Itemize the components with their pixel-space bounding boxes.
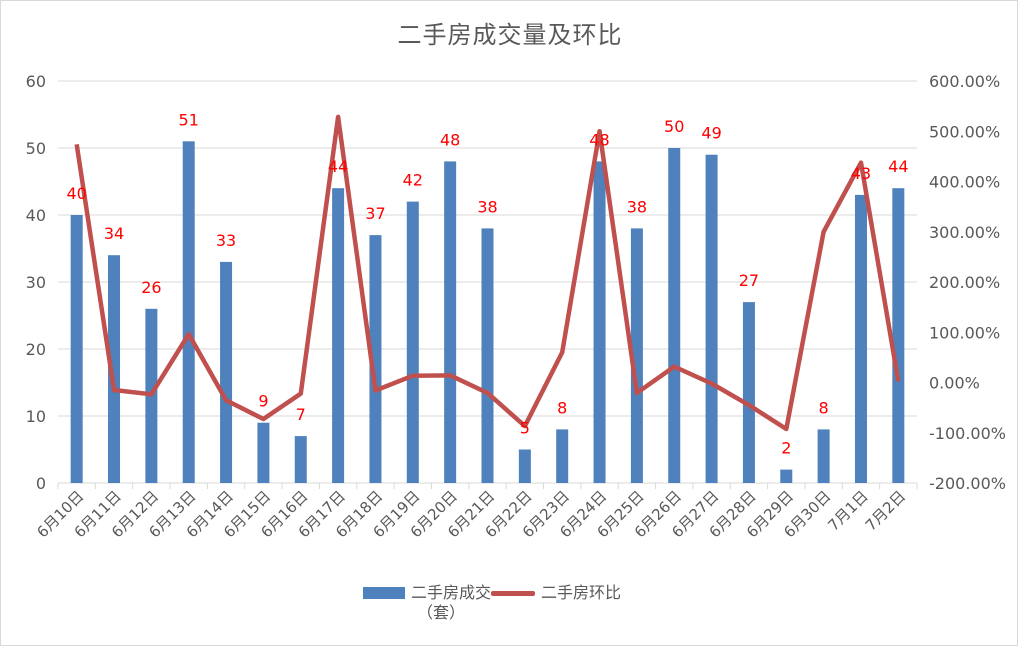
bar-data-label: 33 xyxy=(216,231,236,250)
bar-data-label: 27 xyxy=(739,271,759,290)
right-axis-tick: 0.00% xyxy=(929,374,980,393)
bar[interactable] xyxy=(854,194,867,483)
bar[interactable] xyxy=(742,302,755,483)
left-axis-tick: 20 xyxy=(26,340,46,359)
bar-data-label: 38 xyxy=(477,197,497,216)
bar[interactable] xyxy=(892,188,905,483)
legend-item-line[interactable]: 二手房环比 xyxy=(491,583,621,603)
bar-data-label: 34 xyxy=(104,224,124,243)
bar[interactable] xyxy=(593,161,606,483)
bar-data-label: 40 xyxy=(66,184,86,203)
bar-data-label: 44 xyxy=(328,157,348,176)
bar[interactable] xyxy=(518,449,531,484)
right-axis-tick: 600.00% xyxy=(929,72,1000,91)
bar[interactable] xyxy=(332,188,345,483)
right-axis-tick: -100.00% xyxy=(929,424,1006,443)
bar-data-label: 44 xyxy=(888,157,908,176)
right-axis-tick: 200.00% xyxy=(929,273,1000,292)
bar[interactable] xyxy=(257,422,270,483)
right-axis-tick: -200.00% xyxy=(929,474,1006,493)
legend-item-bar[interactable]: 二手房成交 （套） xyxy=(363,583,491,623)
bar-data-label: 48 xyxy=(589,130,609,149)
legend-bar-sublabel: （套） xyxy=(417,603,466,622)
left-axis-tick: 40 xyxy=(26,206,46,225)
chart-title: 二手房成交量及环比 xyxy=(397,21,623,49)
legend-bar-swatch-icon xyxy=(363,587,405,599)
bar-data-label: 8 xyxy=(557,398,567,417)
bar[interactable] xyxy=(70,215,83,483)
bar[interactable] xyxy=(294,436,307,483)
bar-data-label: 2 xyxy=(781,439,791,458)
bar-data-label: 49 xyxy=(701,124,721,143)
legend: 二手房成交 （套） 二手房环比 xyxy=(363,583,621,623)
bar-data-label: 7 xyxy=(296,405,306,424)
ratio-line[interactable] xyxy=(74,114,901,432)
left-axis-tick: 50 xyxy=(26,139,46,158)
bar[interactable] xyxy=(817,429,830,483)
bar-data-label: 9 xyxy=(258,392,268,411)
bar-data-label: 5 xyxy=(520,419,530,438)
bar[interactable] xyxy=(220,261,233,483)
x-axis-label: 7月1日 xyxy=(824,487,871,534)
left-axis-tick: 10 xyxy=(26,407,46,426)
bar[interactable] xyxy=(444,161,457,483)
bar-data-label: 51 xyxy=(179,110,199,129)
bar[interactable] xyxy=(630,228,643,483)
bar[interactable] xyxy=(668,148,681,483)
right-axis-tick: 100.00% xyxy=(929,323,1000,342)
bar[interactable] xyxy=(780,469,793,483)
bar-data-label: 50 xyxy=(664,117,684,136)
bar-data-label: 42 xyxy=(403,171,423,190)
right-axis-tick: 300.00% xyxy=(929,223,1000,242)
bar[interactable] xyxy=(182,141,195,484)
bar[interactable] xyxy=(705,154,718,483)
legend-line-label: 二手房环比 xyxy=(541,583,622,602)
right-axis-tick: 500.00% xyxy=(929,122,1000,141)
legend-line-swatch-icon xyxy=(491,591,536,596)
legend-bar-label: 二手房成交 xyxy=(411,583,492,602)
x-axis-label: 7月2日 xyxy=(862,487,909,534)
bar-data-label: 43 xyxy=(851,164,871,183)
left-axis-tick: 0 xyxy=(36,474,46,493)
bar-data-label: 38 xyxy=(627,197,647,216)
bar[interactable] xyxy=(369,235,382,483)
bar[interactable] xyxy=(406,201,419,483)
bar-data-label: 48 xyxy=(440,130,460,149)
right-axis-tick: 400.00% xyxy=(929,173,1000,192)
bar-data-label: 8 xyxy=(819,398,829,417)
left-axis-tick: 60 xyxy=(26,72,46,91)
bar-data-label: 26 xyxy=(141,278,161,297)
bar-data-label: 37 xyxy=(365,204,385,223)
left-axis-tick: 30 xyxy=(26,273,46,292)
bar[interactable] xyxy=(556,429,569,483)
bar[interactable] xyxy=(108,255,121,483)
bar[interactable] xyxy=(481,228,494,483)
